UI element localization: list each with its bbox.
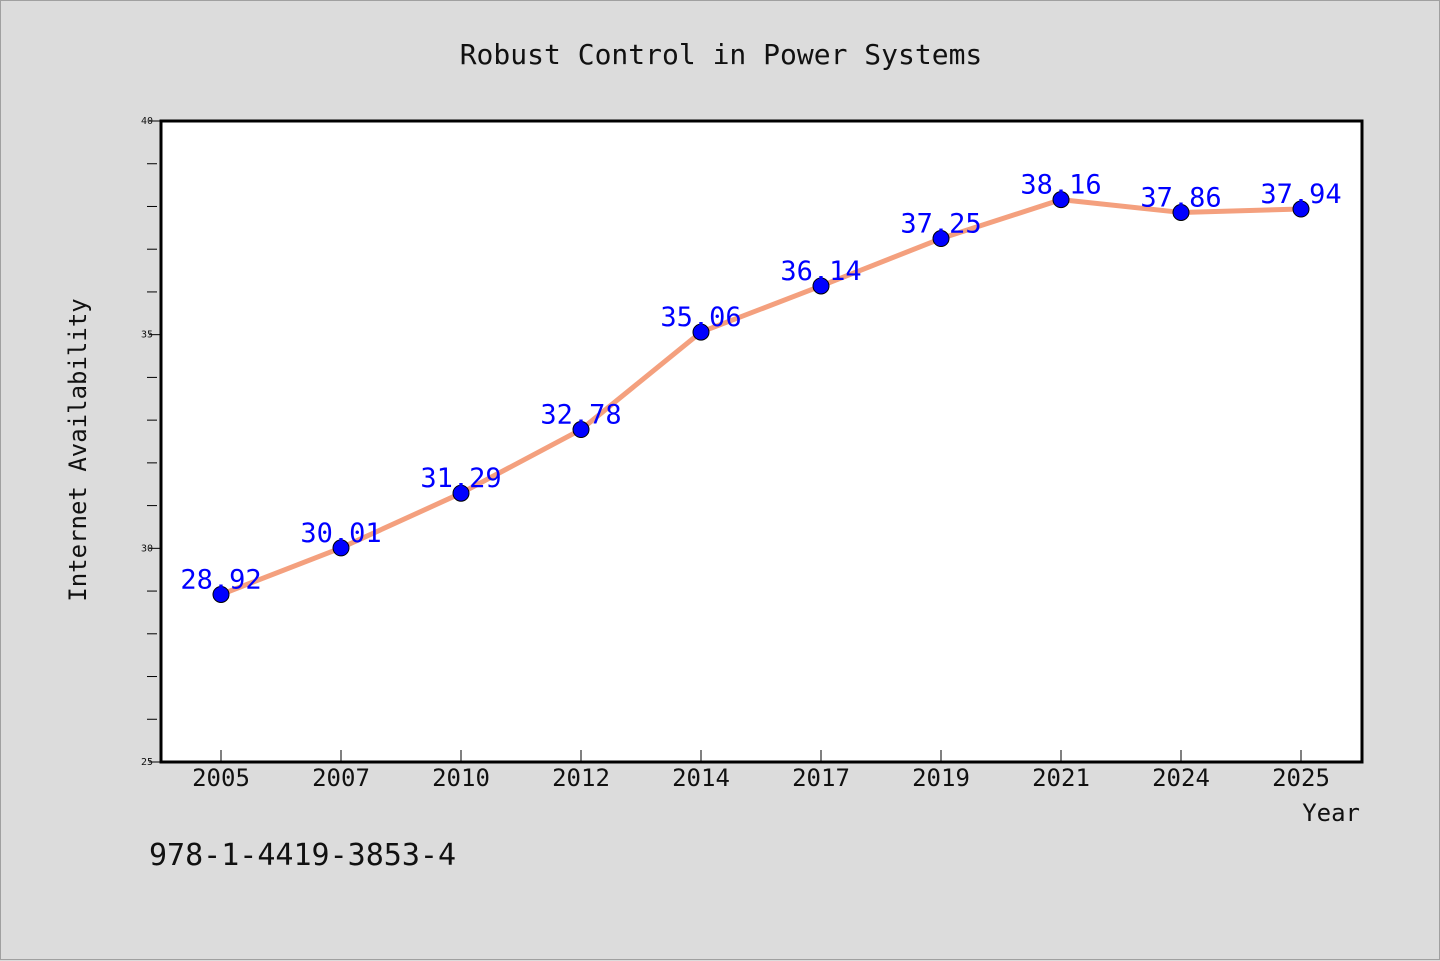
data-label: 28.92 (180, 564, 261, 595)
x-tick-label: 2005 (192, 764, 250, 792)
data-label: 38.16 (1020, 170, 1101, 201)
x-tick-label: 2025 (1272, 764, 1330, 792)
data-label: 37.86 (1140, 182, 1221, 213)
footer-code: 978-1-4419-3853-4 (149, 838, 456, 873)
x-tick-label: 2024 (1152, 764, 1210, 792)
data-label: 37.94 (1260, 179, 1341, 210)
plot-area (159, 119, 1364, 764)
data-labels: 28.92 30.01 31.29 32.78 35.06 36.14 37.25 38.16… (180, 170, 1341, 596)
x-axis-ticks: 2005 2007 2010 2012 2014 2017 2019 2021 2024 2025 (192, 750, 1330, 792)
data-point (332, 539, 350, 557)
x-axis-label: Year (1302, 799, 1360, 827)
x-tick-label: 2012 (552, 764, 610, 792)
data-label: 36.14 (780, 256, 861, 287)
series-line (218, 197, 1304, 597)
data-label: 32.78 (540, 400, 621, 431)
data-label: 35.06 (660, 302, 741, 333)
y-axis-ticks: 25 30 35 40 (141, 116, 161, 768)
data-point (1052, 191, 1070, 209)
data-point (572, 421, 590, 439)
y-tick-label: 40 (141, 116, 153, 127)
y-tick-label: 25 (141, 757, 153, 768)
x-tick-label: 2010 (432, 764, 490, 792)
data-label: 37.25 (900, 209, 981, 240)
data-point (452, 484, 470, 502)
data-label: 30.01 (300, 518, 381, 549)
y-tick-label: 35 (141, 330, 153, 341)
y-axis-label: Internet Availability (64, 298, 92, 601)
data-point (212, 585, 230, 603)
x-tick-label: 2007 (312, 764, 370, 792)
data-point (692, 323, 710, 341)
data-point (1172, 203, 1190, 221)
y-minor-ticks (147, 163, 157, 720)
series-markers (212, 191, 1310, 603)
y-tick-label: 30 (141, 543, 153, 554)
x-tick-label: 2021 (1032, 764, 1090, 792)
data-point (932, 230, 950, 248)
x-tick-label: 2019 (912, 764, 970, 792)
x-tick-label: 2014 (672, 764, 730, 792)
chart-title: Robust Control in Power Systems (460, 38, 983, 71)
data-point (812, 277, 830, 295)
data-label: 31.29 (420, 463, 501, 494)
x-tick-label: 2017 (792, 764, 850, 792)
data-point (1292, 200, 1310, 218)
